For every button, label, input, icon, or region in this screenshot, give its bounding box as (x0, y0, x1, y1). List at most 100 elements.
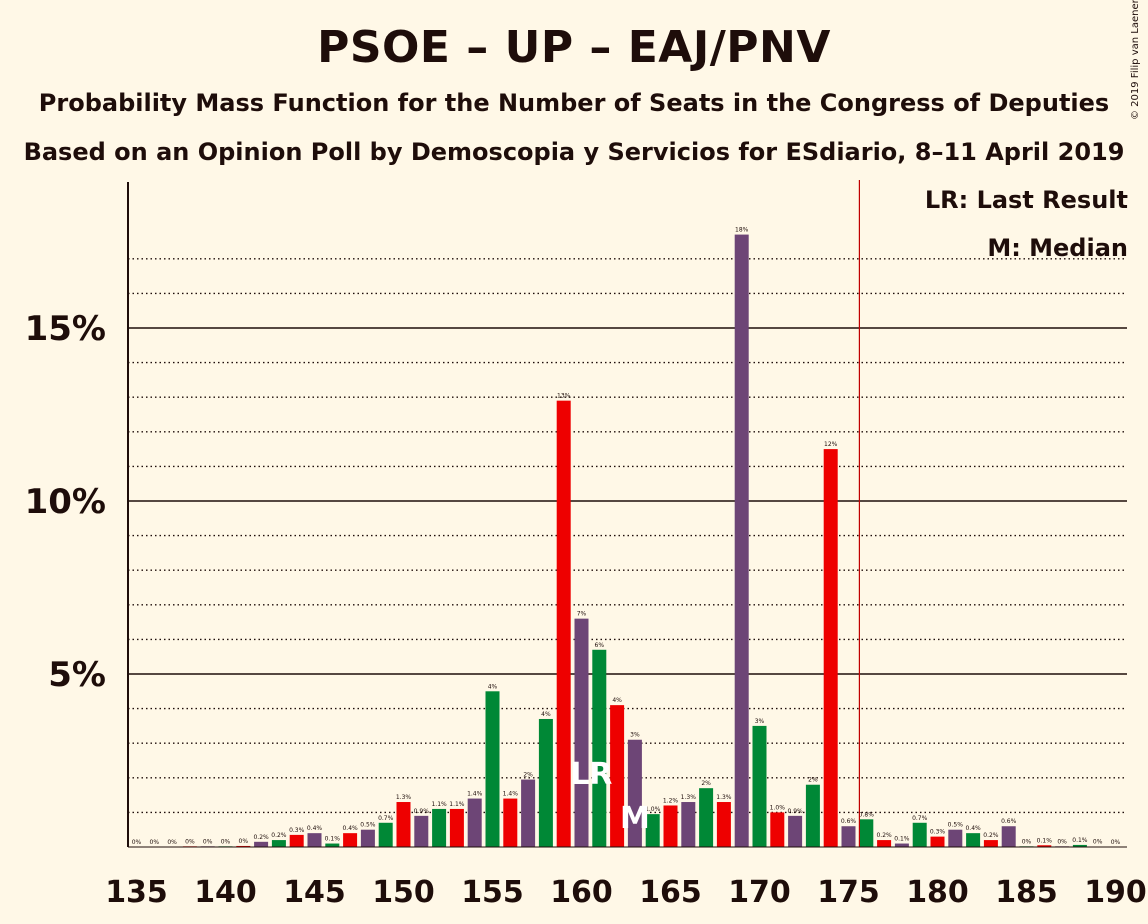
bar-value-label: 0% (203, 838, 213, 845)
x-tick-label: 140 (194, 875, 257, 910)
x-tick-label: 135 (105, 875, 168, 910)
bar-seat-180 (930, 836, 945, 847)
bar-seat-150 (396, 802, 411, 847)
bar-seat-144 (289, 834, 304, 847)
bar-value-label: 4% (488, 683, 498, 690)
bar-value-label: 0% (1022, 838, 1032, 845)
bar-seat-178 (894, 843, 909, 847)
legend-last-result: LR: Last Result (924, 186, 1128, 214)
legend-median: M: Median (987, 234, 1128, 262)
y-tick-label: 10% (25, 482, 106, 522)
bar-value-label: 3% (630, 732, 640, 739)
bar-value-label: 0.1% (325, 836, 341, 843)
x-tick-label: 185 (995, 875, 1058, 910)
bar-seat-158 (538, 718, 553, 847)
bar-value-label: 0.2% (253, 834, 269, 841)
chart-subtitle: Probability Mass Function for the Number… (38, 89, 1110, 117)
x-tick-label: 170 (728, 875, 791, 910)
bar-seat-168 (716, 802, 731, 847)
bar-value-label: 0% (239, 838, 249, 845)
chart-source-line: Based on an Opinion Poll by Demoscopia y… (23, 138, 1125, 166)
bar-seat-177 (877, 840, 892, 847)
bar-value-label: 0% (132, 839, 142, 846)
bar-seat-169 (734, 234, 749, 847)
bar-seat-157 (521, 779, 536, 847)
x-tick-label: 180 (906, 875, 969, 910)
bar-value-label: 0% (221, 838, 231, 845)
bar-value-label: 1.3% (396, 794, 412, 801)
bar-seat-161 (592, 649, 607, 847)
bar-seat-149 (378, 822, 393, 847)
bar-value-label: 0.2% (271, 832, 287, 839)
bar-seat-181 (948, 829, 963, 847)
bar-seat-172 (788, 815, 803, 847)
last-result-marker: LR (570, 757, 612, 792)
bar-value-label: 1.3% (681, 794, 697, 801)
bar-seat-152 (432, 808, 447, 847)
bar-value-label: 0.4% (307, 825, 323, 832)
bar-value-label: 0.1% (894, 836, 910, 843)
y-tick-label: 5% (48, 655, 106, 695)
bar-value-label: 1.1% (431, 801, 447, 808)
bar-seat-155 (485, 691, 500, 847)
bar-seat-173 (805, 784, 820, 847)
bar-value-label: 0% (167, 839, 177, 846)
x-tick-label: 165 (639, 875, 702, 910)
bar-seat-156 (503, 798, 518, 847)
bar-value-label: 2% (701, 780, 711, 787)
bar-value-label: 0.4% (965, 825, 981, 832)
bar-value-label: 0.9% (414, 808, 430, 815)
bar-seat-142 (254, 841, 269, 847)
bar-seat-171 (770, 812, 785, 847)
bar-value-label: 0.1% (1037, 837, 1053, 844)
bar-value-label: 0.6% (1001, 818, 1017, 825)
bar-value-label: 1.4% (503, 791, 519, 798)
bar-value-label: 0% (185, 838, 195, 845)
x-tick-label: 150 (372, 875, 435, 910)
bar-value-label: 1.1% (449, 801, 465, 808)
bar-value-label: 1.2% (663, 797, 679, 804)
bar-seat-170 (752, 725, 767, 847)
chart-title: PSOE – UP – EAJ/PNV (317, 22, 831, 73)
bar-value-label: 1.0% (770, 804, 786, 811)
bar-seat-145 (307, 833, 322, 847)
x-tick-label: 155 (461, 875, 524, 910)
bar-value-label: 0.1% (1072, 837, 1088, 844)
bar-value-label: 1.3% (716, 794, 732, 801)
bar-value-label: 0.4% (342, 825, 358, 832)
bar-seat-143 (271, 840, 286, 847)
bar-seat-179 (912, 822, 927, 847)
bar-seat-166 (681, 802, 696, 847)
bar-value-label: 0.9% (787, 808, 803, 815)
bar-seat-176 (859, 819, 874, 847)
bar-value-label: 18% (735, 227, 749, 234)
x-tick-label: 190 (1084, 875, 1147, 910)
bar-seat-160 (574, 618, 589, 847)
bar-seat-151 (414, 815, 429, 847)
bar-value-label: 7% (577, 611, 587, 618)
bar-value-label: 3% (755, 718, 765, 725)
bar-value-label: 4% (541, 711, 551, 718)
x-tick-label: 175 (817, 875, 880, 910)
bar-value-label: 0% (1057, 838, 1067, 845)
bar-seat-141 (236, 845, 251, 847)
bar-value-label: 1.4% (467, 791, 483, 798)
bar-seat-174 (823, 449, 838, 847)
bar-value-label: 0% (1093, 839, 1103, 846)
bar-value-label: 2% (808, 777, 818, 784)
bar-value-label: 0.2% (876, 832, 892, 839)
bar-seat-167 (699, 788, 714, 847)
bar-value-label: 0.6% (841, 818, 857, 825)
bar-value-label: 6% (595, 642, 605, 649)
x-tick-label: 145 (283, 875, 346, 910)
bar-value-label: 0.5% (948, 822, 964, 829)
bar-value-label: 0% (150, 839, 160, 846)
y-tick-label: 15% (25, 309, 106, 349)
bar-seat-186 (1037, 845, 1052, 847)
bar-value-label: 0.7% (378, 815, 394, 822)
bar-value-label: 12% (824, 441, 838, 448)
bar-seat-162 (610, 705, 625, 847)
bar-value-label: 2% (523, 772, 533, 779)
bar-value-label: 0.5% (360, 822, 376, 829)
